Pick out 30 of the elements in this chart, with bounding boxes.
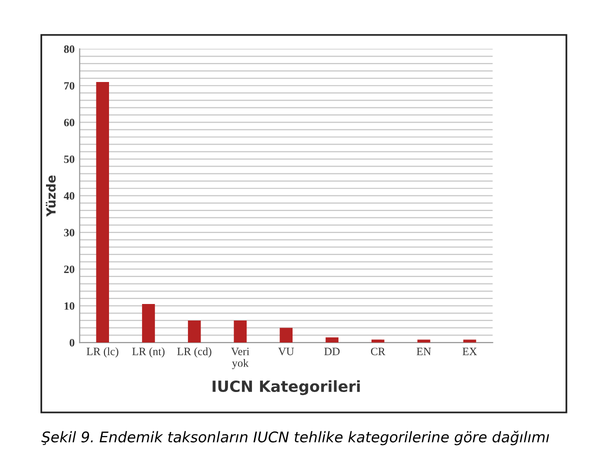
x-tick-label: DD xyxy=(324,348,340,356)
x-tick-label: VU xyxy=(278,348,294,356)
bar xyxy=(372,340,384,343)
x-tick-label: LR (lc) xyxy=(86,347,118,358)
x-tick-label: EX xyxy=(462,348,477,356)
y-tick-label: 30 xyxy=(64,228,74,236)
bar xyxy=(96,82,110,343)
y-tick-label: 10 xyxy=(64,302,74,310)
bar xyxy=(188,320,201,343)
x-tick-label: LR (cd) xyxy=(177,347,212,358)
x-tick-label: CR xyxy=(370,348,386,356)
y-tick-label: 0 xyxy=(70,338,74,346)
x-tick-label: EN xyxy=(416,348,431,356)
bar xyxy=(417,340,430,343)
y-tick-label: 60 xyxy=(64,118,74,126)
y-tick-label: 50 xyxy=(64,155,74,163)
bar xyxy=(280,328,293,343)
y-tick-label: 70 xyxy=(64,82,74,90)
bar xyxy=(463,340,476,343)
bar xyxy=(142,304,155,343)
bar xyxy=(234,320,247,343)
y-tick-label: 40 xyxy=(64,192,74,200)
y-axis-title: Yüzde xyxy=(46,175,56,217)
x-axis-title: IUCN Kategorileri xyxy=(212,380,360,396)
y-tick-label: 20 xyxy=(64,266,74,274)
text: Şekil 9. Endemik taksonların IUCN tehlike kategorilerine göre dağılımı xyxy=(41,430,550,446)
x-tick-label: Veri yok xyxy=(231,348,250,370)
y-tick-label: 80 xyxy=(64,45,74,53)
bar xyxy=(326,337,338,343)
x-tick-label: LR (nt) xyxy=(132,347,165,358)
